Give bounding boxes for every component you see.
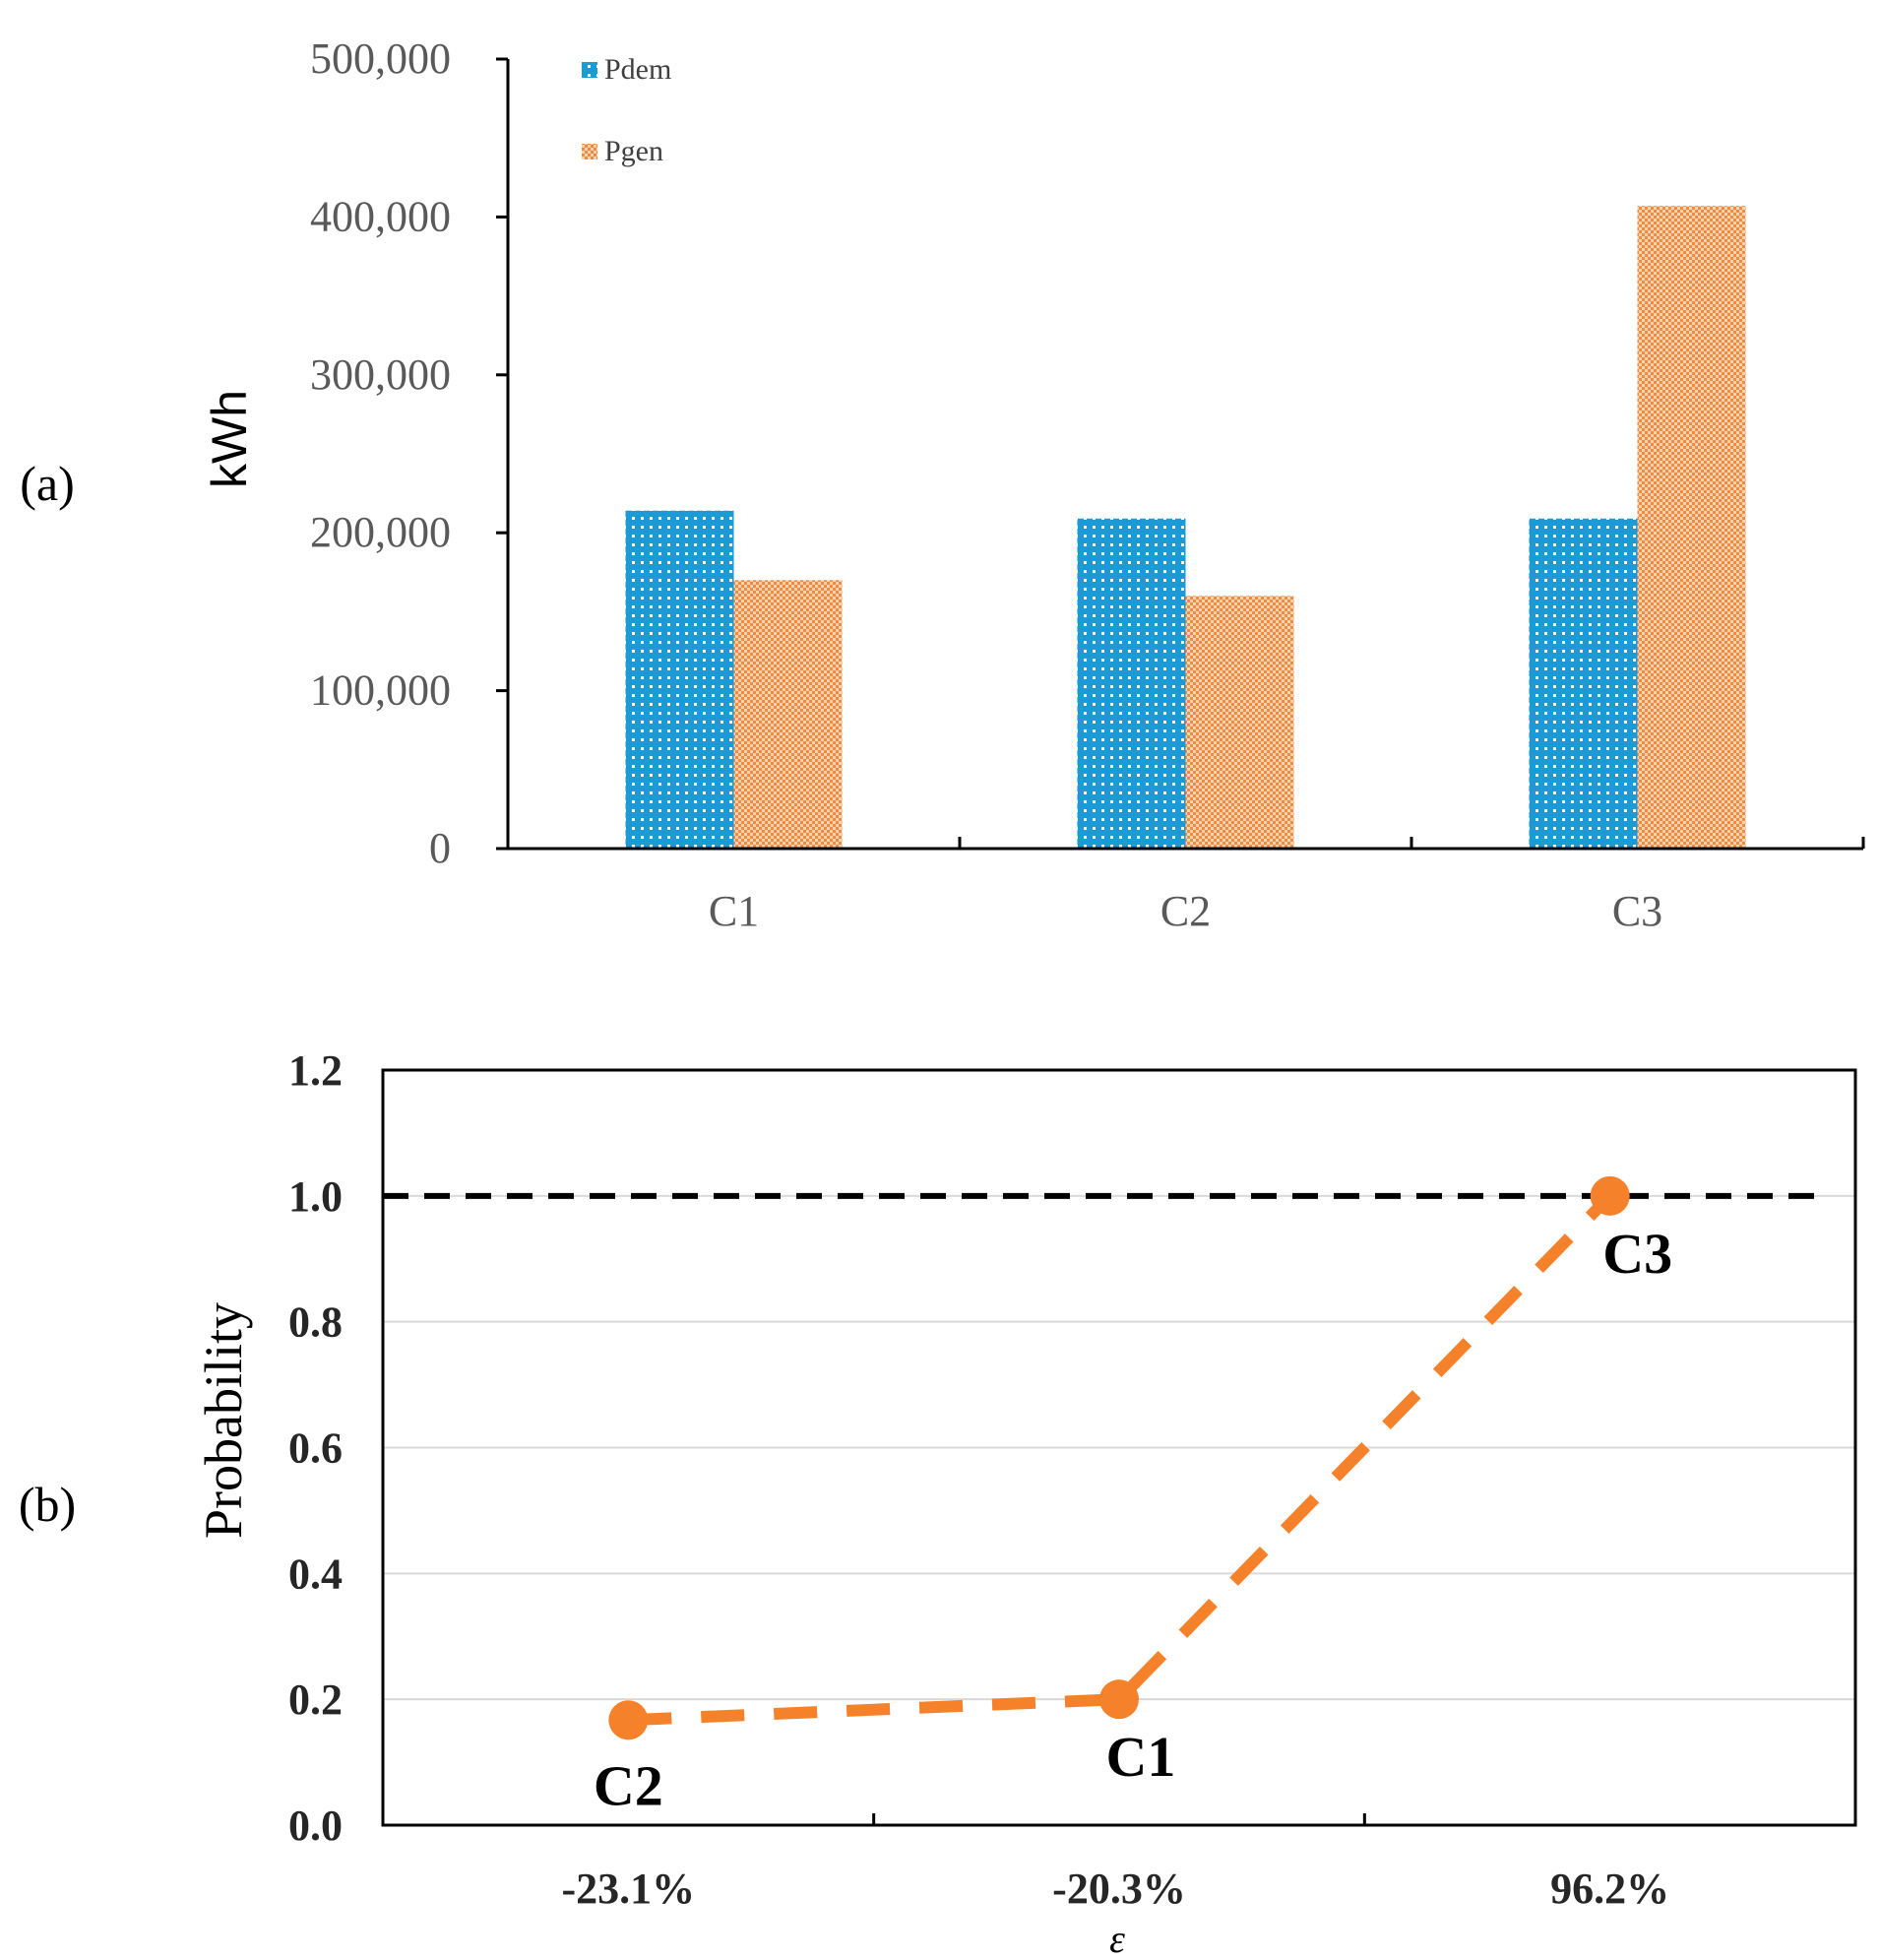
point-label-c2: C2 [594,1753,663,1817]
axis-ticks [496,57,1865,851]
y-tick-label: 1.2 [288,1046,343,1095]
bar-pdem-c3 [1529,518,1638,849]
point-labels: C2 C1 C3 [594,1222,1672,1817]
data-points [608,1175,1630,1740]
point-label-c1: C1 [1106,1725,1176,1789]
data-point [1590,1175,1630,1216]
x-tick-labels: -23.1% -20.3% 96.2% [562,1865,1670,1913]
x-tick-label: -20.3% [1052,1865,1186,1913]
y-tick-label: 0.0 [288,1802,343,1850]
x-tick-label: 96.2% [1550,1865,1669,1913]
y-tick-label: 0.4 [288,1549,343,1598]
y-tick-labels: 0 100,000 200,000 300,000 400,000 500,000 [310,34,451,872]
legend-swatch-pgen [582,144,597,159]
y-tick-label: 200,000 [310,508,451,556]
y-tick-label: 1.0 [288,1172,343,1221]
probability-series-line [628,1191,1614,1727]
y-tick-label: 100,000 [310,666,451,715]
axis-ticks [872,1813,1366,1825]
bar-pdem-c2 [1077,518,1186,849]
y-tick-label: 0.6 [288,1424,343,1473]
legend: Pdem Pgen [582,53,671,167]
data-point [608,1700,649,1740]
y-tick-label: 300,000 [310,350,451,399]
bar-pgen-c1 [733,580,843,849]
y-axis-label: kWh [202,390,257,488]
y-axis-label: Probability [194,1302,253,1539]
line-chart-probability: 0.0 0.2 0.4 0.6 0.8 1.0 1.2 C2 C1 C3 -23.1% -20.3… [194,1046,1857,1960]
y-tick-label: 0 [429,824,451,872]
bars [625,206,1746,849]
gridlines [383,1194,1855,1701]
legend-label-pdem: Pdem [604,53,671,86]
panel-label-a: (a) [20,456,75,511]
x-tick-label: -23.1% [562,1865,696,1913]
x-tick-label: C3 [1612,887,1662,935]
y-tick-label: 400,000 [310,192,451,240]
data-point [1099,1679,1139,1720]
x-tick-label: C1 [709,887,759,935]
bar-pgen-c3 [1637,206,1746,849]
x-axis-label: ε [1109,1917,1125,1960]
y-tick-label: 500,000 [310,34,451,83]
y-tick-label: 0.8 [288,1298,343,1347]
bar-pgen-c2 [1185,596,1294,849]
y-tick-label: 0.2 [288,1675,343,1724]
bar-pdem-c1 [625,510,734,849]
legend-swatch-pdem [582,62,597,78]
legend-label-pgen: Pgen [604,135,663,167]
panel-label-b: (b) [19,1477,76,1532]
plot-frame [381,1068,1857,1827]
x-tick-labels: C1 C2 C3 [709,887,1662,935]
point-label-c3: C3 [1602,1222,1672,1286]
x-tick-label: C2 [1160,887,1211,935]
y-tick-labels: 0.0 0.2 0.4 0.6 0.8 1.0 1.2 [288,1046,343,1850]
